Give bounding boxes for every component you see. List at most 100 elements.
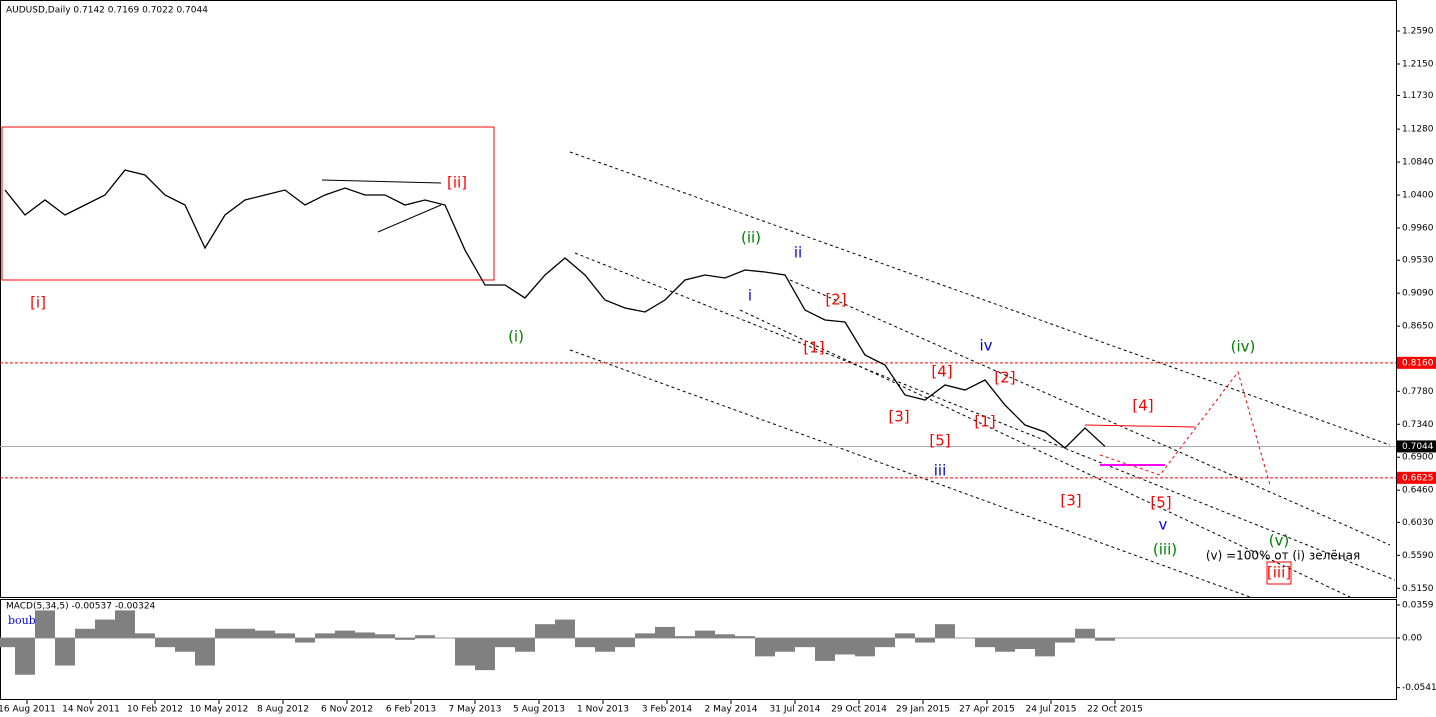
macd-panel <box>0 599 1397 700</box>
annotation: v <box>1159 516 1168 534</box>
macd-bar <box>95 619 115 638</box>
annotation: [4] <box>1132 397 1153 415</box>
y-tick-label: 0.0359 <box>1402 600 1434 610</box>
macd-bar <box>595 637 615 652</box>
macd-bar <box>1015 637 1035 649</box>
annotation: ii <box>794 244 802 262</box>
macd-bar <box>335 630 355 638</box>
macd-bar <box>55 637 75 666</box>
macd-bar <box>275 633 295 638</box>
level-label: 0.8160 <box>1402 358 1434 368</box>
annotation: [1] <box>803 339 824 357</box>
y-tick-label: 0.6460 <box>1402 486 1434 496</box>
y-tick-label: -0.0541 <box>1402 683 1436 693</box>
annotation-box <box>1266 561 1292 585</box>
y-tick-label: 0.00 <box>1402 633 1422 643</box>
chart-title: AUDUSD,Daily 0.7142 0.7169 0.7022 0.7044 <box>6 6 208 16</box>
level-box <box>1397 440 1436 453</box>
y-tick-label: 0.7340 <box>1402 420 1434 430</box>
macd-bar <box>715 634 735 638</box>
annotation: [5] <box>1150 494 1171 512</box>
macd-bar <box>315 633 335 638</box>
macd-bar <box>495 637 515 648</box>
macd-bar <box>175 637 195 652</box>
macd-subtitle: boubi <box>8 614 40 627</box>
macd-bar <box>675 636 695 638</box>
macd-bar <box>935 624 955 638</box>
annotation: (iv) <box>1231 338 1256 356</box>
annotation: iv <box>979 337 992 355</box>
x-tick-label: 29 Oct 2014 <box>831 705 887 715</box>
macd-bar <box>875 637 895 648</box>
price-line <box>4 169 1106 449</box>
x-tick-label: 5 Aug 2013 <box>513 705 565 715</box>
level-label: 0.7044 <box>1402 442 1434 452</box>
y-tick-label: 0.9960 <box>1402 224 1434 234</box>
y-tick-label: 0.7780 <box>1402 387 1434 397</box>
macd-bar <box>35 610 55 638</box>
macd-bar <box>795 637 815 648</box>
macd-bar <box>15 637 35 675</box>
macd-bar <box>735 636 755 638</box>
x-tick-label: 8 Aug 2012 <box>257 705 309 715</box>
macd-bar <box>1095 637 1115 641</box>
macd-bar <box>1075 628 1095 638</box>
macd-bar <box>415 635 435 638</box>
macd-bar <box>855 637 875 657</box>
macd-bar <box>395 637 415 640</box>
level-label: 0.6625 <box>1402 473 1434 483</box>
x-tick-label: 24 Jul 2015 <box>1026 705 1077 715</box>
x-tick-label: 27 Apr 2015 <box>959 705 1015 715</box>
x-tick-label: 31 Jul 2014 <box>770 705 821 715</box>
annotation: [1] <box>974 413 995 431</box>
x-tick-label: 10 Feb 2012 <box>127 705 183 715</box>
y-tick-label: 1.1730 <box>1402 91 1434 101</box>
y-tick-label: 0.9090 <box>1402 289 1434 299</box>
macd-bar <box>1055 637 1075 643</box>
macd-bar <box>455 637 475 666</box>
y-tick-label: 1.2590 <box>1402 27 1434 37</box>
x-tick-label: 3 Feb 2014 <box>642 705 693 715</box>
macd-bar <box>375 634 395 638</box>
y-tick-label: 0.6030 <box>1402 518 1434 528</box>
annotation: [3] <box>1060 492 1081 510</box>
x-tick-label: 29 Jan 2015 <box>896 705 950 715</box>
annotation: (iii) <box>1153 541 1177 559</box>
y-tick-label: 1.0840 <box>1402 158 1434 168</box>
macd-bar <box>515 637 535 652</box>
macd-bar <box>635 633 655 638</box>
macd-bar <box>695 630 715 638</box>
annotation: [iii] <box>1267 564 1291 582</box>
channels <box>321 151 1396 598</box>
annotation: [ii] <box>447 174 467 192</box>
macd-bar <box>995 637 1015 652</box>
x-tick-label: 16 Aug 2011 <box>0 705 56 715</box>
macd-bar <box>0 637 15 648</box>
annotation: [3] <box>888 408 909 426</box>
macd-bar <box>655 626 675 638</box>
macd-bar <box>895 633 915 638</box>
macd-bar <box>535 624 555 638</box>
x-tick-label: 22 Oct 2015 <box>1087 705 1143 715</box>
macd-bar <box>195 637 215 666</box>
annotation: i <box>748 287 752 305</box>
y-tick-label: 1.0400 <box>1402 191 1434 201</box>
annotation: [4] <box>931 363 952 381</box>
macd-bar <box>475 637 495 671</box>
y-tick-label: 1.2150 <box>1402 59 1434 69</box>
macd-bar <box>775 637 795 652</box>
macd-bar <box>555 619 575 638</box>
level-box <box>1397 356 1436 369</box>
macd-bar <box>295 637 315 643</box>
y-tick-label: 1.1280 <box>1402 125 1434 135</box>
macd-bar <box>755 637 775 657</box>
macd-bar <box>215 628 235 638</box>
y-tick-label: 0.5590 <box>1402 551 1434 561</box>
y-tick-label: 0.9530 <box>1402 256 1434 266</box>
macd-bar <box>915 637 935 643</box>
price-panel <box>0 0 1397 598</box>
x-tick-label: 6 Feb 2013 <box>386 705 436 715</box>
annotation: (ii) <box>741 229 761 247</box>
